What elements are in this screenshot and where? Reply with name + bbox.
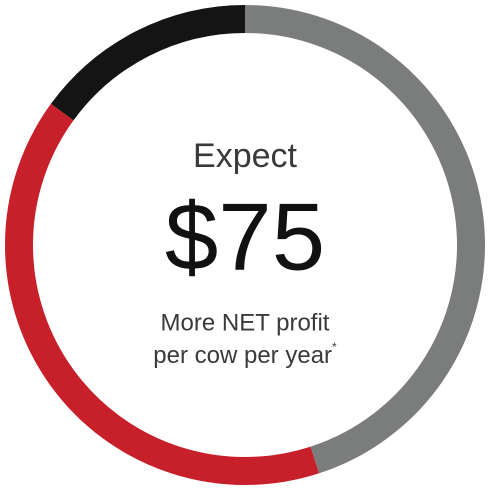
donut-segment xyxy=(50,5,246,121)
center-caption: More NET profit xyxy=(161,309,330,336)
center-caption: per cow per year* xyxy=(153,340,337,369)
donut-segment xyxy=(244,5,485,474)
center-heading: Expect xyxy=(193,137,297,175)
footnote-mark: * xyxy=(332,340,337,354)
caption-line: per cow per year xyxy=(153,342,332,369)
center-value: $75 xyxy=(165,183,325,290)
donut-segment xyxy=(5,103,320,485)
